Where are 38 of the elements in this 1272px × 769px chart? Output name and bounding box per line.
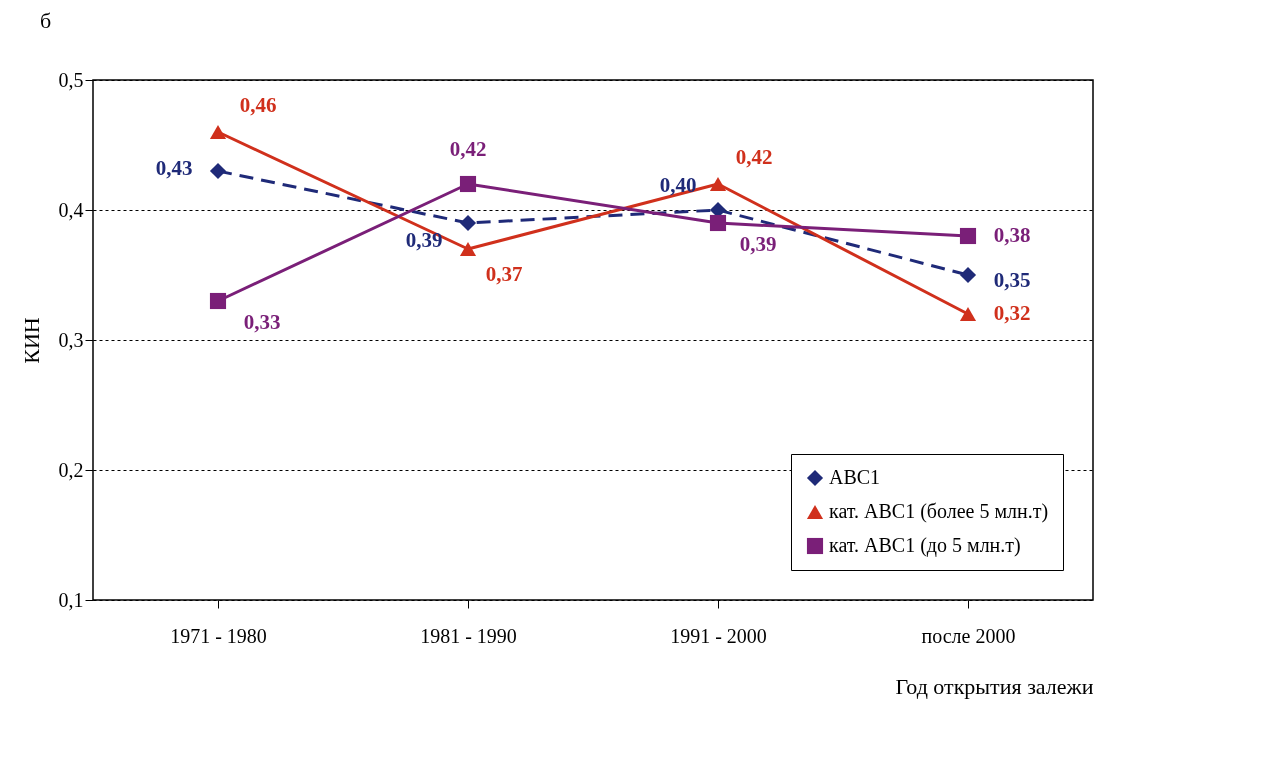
x-tick-label: 1991 - 2000 bbox=[670, 624, 767, 647]
y-axis-title: КИН bbox=[18, 317, 44, 364]
point bbox=[209, 125, 227, 139]
y-tick-label: 0,3 bbox=[58, 328, 84, 351]
x-tick-label: 1971 - 1980 bbox=[170, 624, 267, 647]
point bbox=[459, 242, 477, 256]
point bbox=[959, 227, 977, 245]
data-label: 0,38 bbox=[993, 223, 1031, 247]
data-label: 0,35 bbox=[993, 268, 1031, 292]
data-label: 0,40 bbox=[659, 173, 697, 197]
y-tick-label: 0,5 bbox=[58, 68, 84, 91]
y-tick-label: 0,4 bbox=[58, 198, 84, 221]
point bbox=[959, 266, 977, 284]
point bbox=[209, 162, 227, 180]
point bbox=[459, 214, 477, 232]
text: б bbox=[40, 8, 52, 34]
legend-label: кат. ABC1 (более 5 млн.т) bbox=[829, 500, 1049, 523]
point bbox=[459, 175, 477, 193]
x-tick-label: 1981 - 1990 bbox=[420, 624, 517, 647]
data-label: 0,43 bbox=[155, 156, 193, 180]
data-label: 0,39 bbox=[405, 228, 443, 252]
data-label: 0,42 bbox=[449, 137, 487, 161]
point bbox=[709, 177, 727, 191]
y-tick-label: 0,1 bbox=[58, 588, 84, 611]
point bbox=[209, 292, 227, 310]
data-label: 0,33 bbox=[243, 310, 281, 334]
y-tick-label: 0,2 bbox=[58, 458, 84, 481]
data-label: 0,46 bbox=[239, 93, 277, 117]
x-axis-title: Год открытия залежи bbox=[895, 673, 1094, 699]
point bbox=[709, 214, 727, 232]
x-tick-label: после 2000 bbox=[921, 624, 1016, 647]
point bbox=[959, 307, 977, 321]
data-label: 0,37 bbox=[485, 262, 523, 286]
data-label: 0,39 bbox=[739, 232, 777, 256]
data-label: 0,32 bbox=[993, 301, 1031, 325]
legend-label: ABC1 bbox=[829, 466, 881, 488]
data-label: 0,42 bbox=[735, 145, 773, 169]
legend-label: кат. ABC1 (до 5 млн.т) bbox=[829, 534, 1021, 557]
